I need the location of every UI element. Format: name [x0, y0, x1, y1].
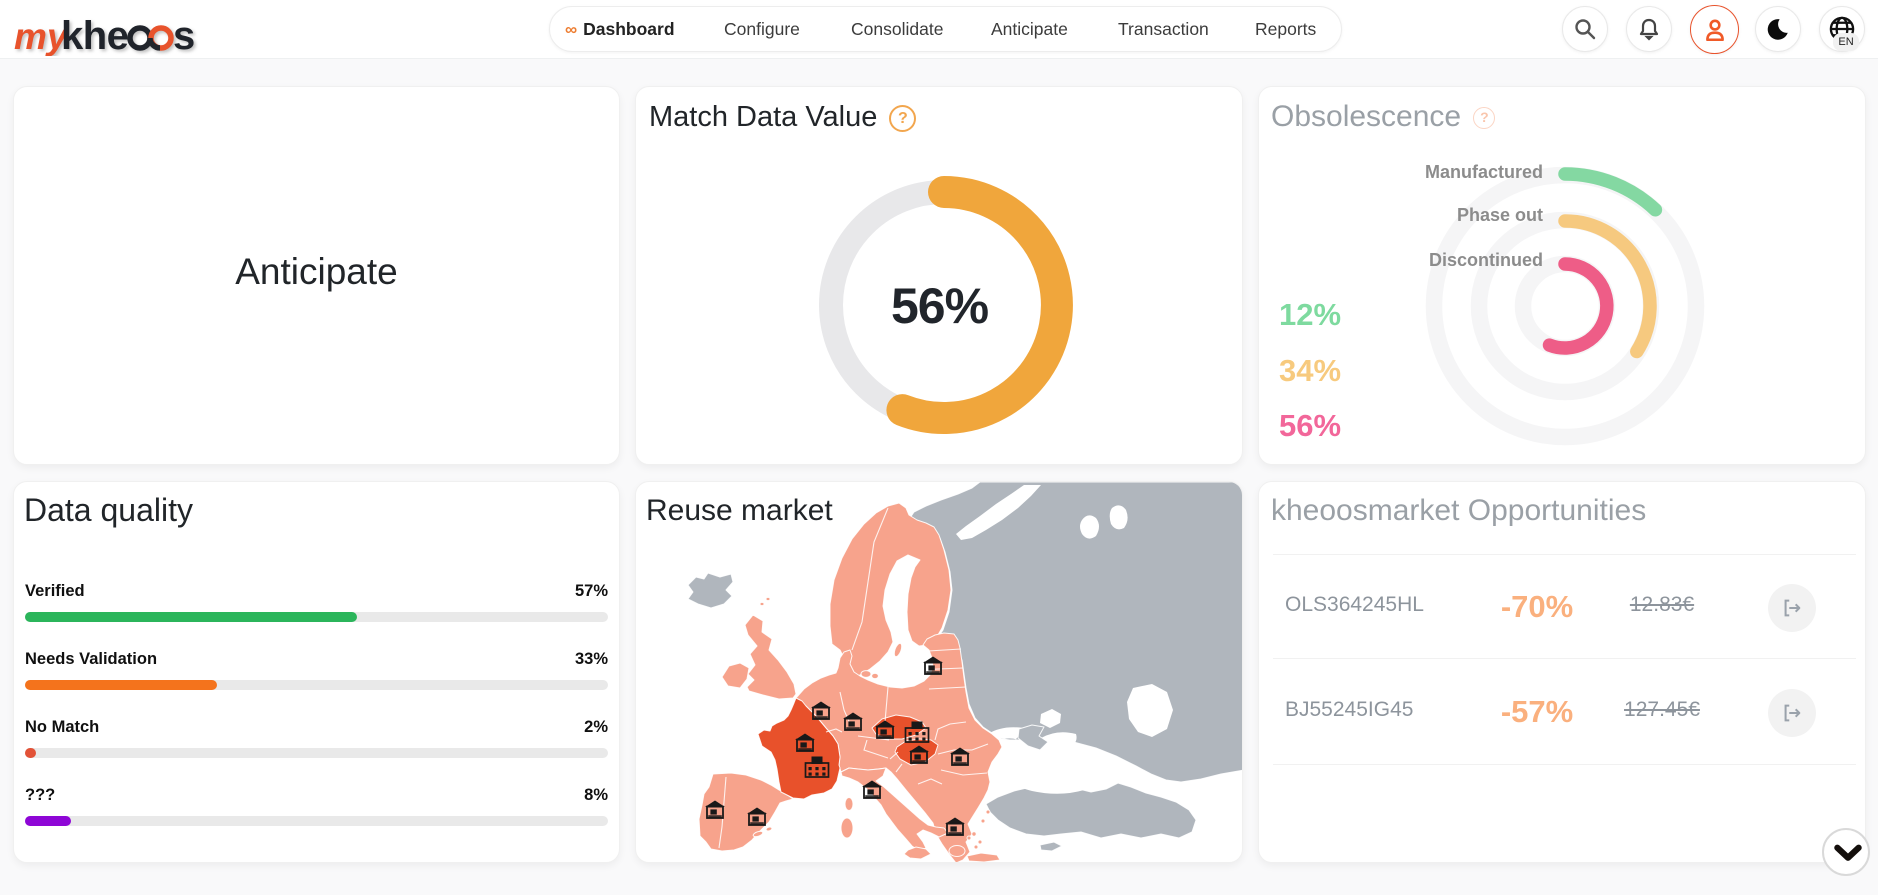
svg-text:my: my — [14, 16, 70, 56]
svg-text:khe: khe — [61, 14, 128, 56]
svg-text:56%: 56% — [891, 278, 989, 334]
svg-text:s: s — [173, 14, 195, 56]
